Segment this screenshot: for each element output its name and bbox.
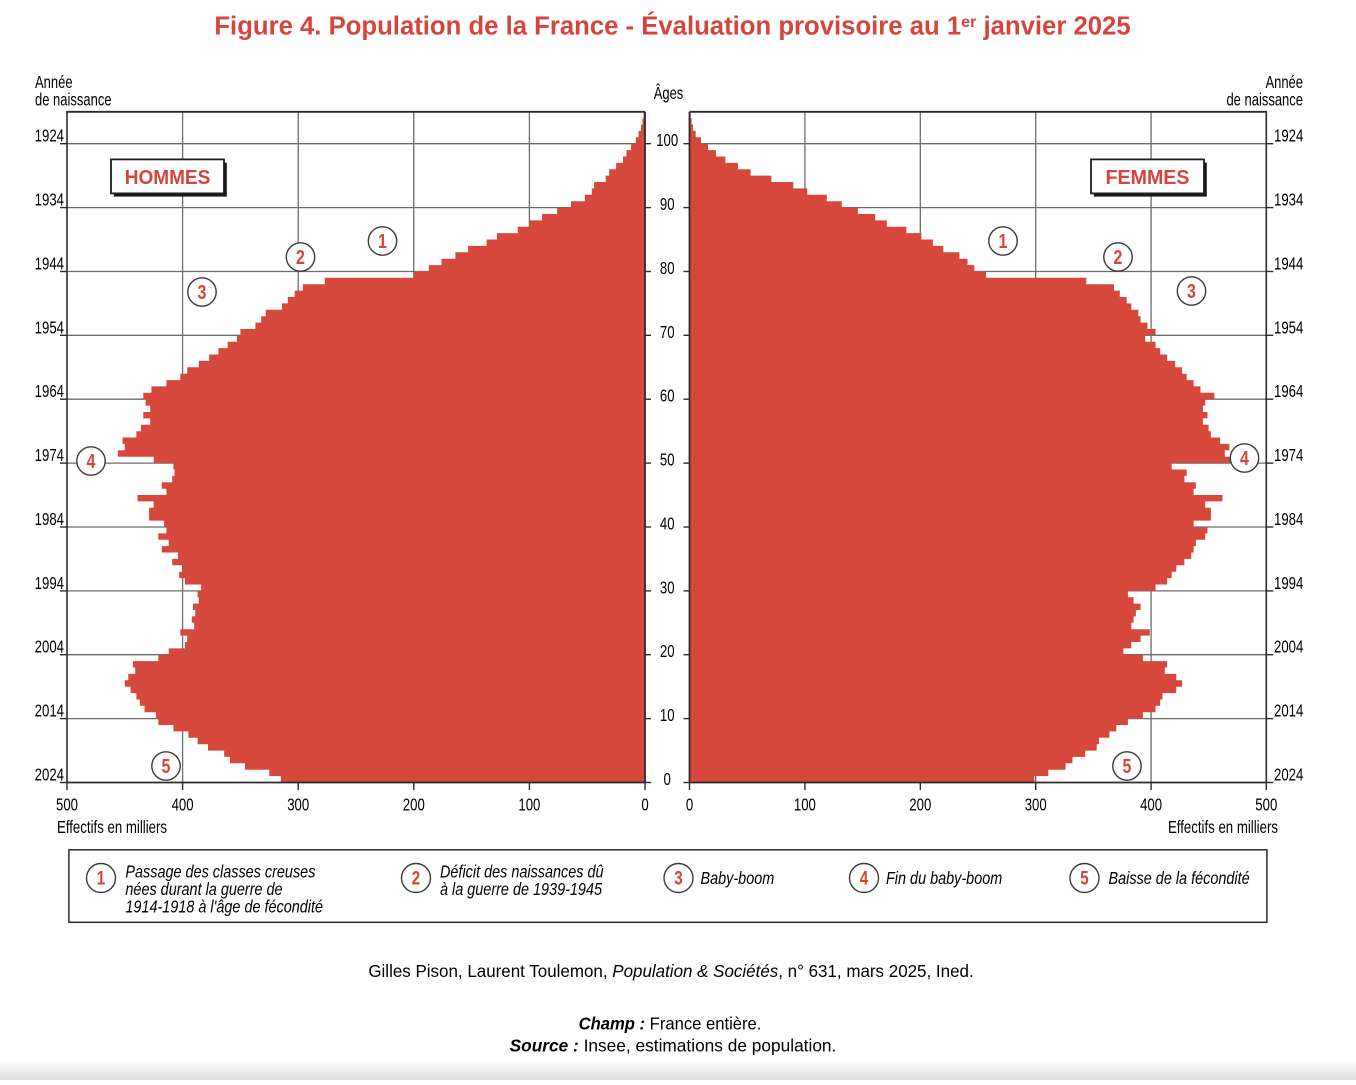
svg-text:100: 100 (794, 796, 816, 815)
svg-text:nées durant la guerre de: nées durant la guerre de (125, 881, 282, 899)
svg-text:2: 2 (296, 246, 305, 268)
svg-text:1944: 1944 (1274, 255, 1304, 274)
svg-text:50: 50 (660, 451, 675, 470)
svg-text:2024: 2024 (35, 766, 65, 785)
svg-text:2024: 2024 (1274, 766, 1304, 785)
svg-text:Champ : France entière.: Champ : France entière. (579, 1013, 762, 1034)
svg-text:1974: 1974 (35, 447, 65, 466)
svg-text:2004: 2004 (35, 638, 65, 657)
svg-text:Baisse de la fécondité: Baisse de la fécondité (1109, 870, 1250, 888)
svg-text:2: 2 (1114, 246, 1123, 268)
svg-text:Gilles Pison, Laurent Toulemon: Gilles Pison, Laurent Toulemon, Populati… (368, 961, 973, 982)
svg-text:400: 400 (172, 796, 194, 815)
svg-text:Effectifs en milliers: Effectifs en milliers (1168, 818, 1278, 837)
svg-text:1: 1 (378, 230, 387, 252)
svg-text:Effectifs en milliers: Effectifs en milliers (57, 818, 167, 837)
svg-text:70: 70 (660, 323, 675, 342)
svg-text:4: 4 (1240, 447, 1249, 469)
svg-text:FEMMES: FEMMES (1106, 167, 1190, 189)
svg-text:Passage des classes creuses: Passage des classes creuses (125, 863, 315, 881)
svg-text:300: 300 (1025, 796, 1047, 815)
svg-text:10: 10 (660, 707, 675, 726)
svg-text:100: 100 (656, 132, 678, 151)
svg-text:3: 3 (1187, 280, 1196, 302)
svg-text:1994: 1994 (1274, 574, 1304, 593)
svg-text:1964: 1964 (1274, 383, 1304, 402)
svg-text:100: 100 (518, 796, 540, 815)
svg-text:0: 0 (641, 796, 648, 815)
svg-text:1: 1 (97, 867, 106, 889)
svg-text:1984: 1984 (1274, 510, 1304, 529)
svg-text:à la guerre de 1939-1945: à la guerre de 1939-1945 (440, 881, 602, 899)
svg-text:4: 4 (860, 867, 869, 889)
svg-text:2: 2 (412, 867, 420, 889)
svg-text:1954: 1954 (1274, 319, 1304, 338)
svg-text:0: 0 (664, 770, 671, 789)
svg-text:Baby-boom: Baby-boom (701, 870, 775, 888)
svg-text:5: 5 (1123, 755, 1132, 777)
svg-text:0: 0 (686, 796, 693, 815)
svg-text:Âges: Âges (654, 82, 684, 104)
svg-text:2014: 2014 (35, 702, 65, 721)
svg-text:de naissance: de naissance (35, 91, 112, 110)
svg-text:400: 400 (1140, 796, 1162, 815)
svg-text:80: 80 (660, 259, 675, 278)
svg-text:1934: 1934 (35, 191, 65, 210)
svg-text:30: 30 (660, 579, 675, 598)
svg-text:40: 40 (660, 515, 675, 534)
svg-text:500: 500 (56, 796, 78, 815)
svg-text:90: 90 (660, 195, 675, 214)
svg-text:5: 5 (1080, 867, 1089, 889)
svg-text:Année: Année (1265, 73, 1303, 92)
svg-text:Année: Année (35, 73, 73, 92)
svg-text:60: 60 (660, 387, 675, 406)
svg-text:200: 200 (403, 796, 425, 815)
svg-text:500: 500 (1255, 796, 1277, 815)
svg-text:200: 200 (909, 796, 931, 815)
svg-text:1: 1 (999, 230, 1008, 252)
svg-text:1964: 1964 (35, 383, 65, 402)
svg-text:1994: 1994 (35, 574, 65, 593)
svg-text:Fin du baby-boom: Fin du baby-boom (886, 870, 1002, 888)
svg-text:Déficit des naissances dû: Déficit des naissances dû (440, 863, 604, 881)
svg-text:1954: 1954 (35, 319, 65, 338)
svg-text:3: 3 (198, 281, 207, 303)
svg-text:1924: 1924 (35, 127, 65, 146)
svg-text:20: 20 (660, 643, 675, 662)
svg-text:300: 300 (287, 796, 309, 815)
svg-text:5: 5 (162, 755, 171, 777)
svg-text:1914-1918 à l'âge de fécondité: 1914-1918 à l'âge de fécondité (125, 898, 323, 916)
svg-text:1984: 1984 (35, 510, 65, 529)
svg-text:2014: 2014 (1274, 702, 1304, 721)
svg-text:1944: 1944 (35, 255, 65, 274)
svg-text:de naissance: de naissance (1226, 91, 1303, 110)
svg-text:HOMMES: HOMMES (125, 166, 211, 189)
svg-text:Source : Insee, estimations de: Source : Insee, estimations de populatio… (510, 1035, 837, 1055)
svg-text:1974: 1974 (1274, 447, 1304, 466)
svg-text:1924: 1924 (1274, 127, 1304, 146)
svg-text:1934: 1934 (1274, 191, 1304, 210)
svg-text:Figure 4. Population de la Fra: Figure 4. Population de la France - Éval… (214, 12, 1130, 41)
svg-text:4: 4 (87, 450, 96, 472)
svg-text:2004: 2004 (1274, 638, 1304, 657)
svg-text:3: 3 (674, 867, 682, 889)
